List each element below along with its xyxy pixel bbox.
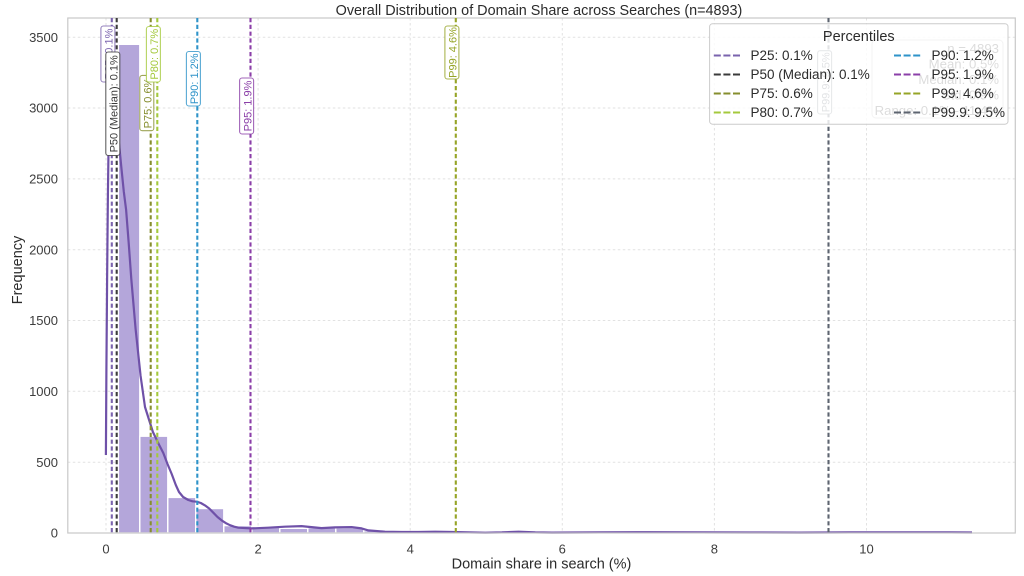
svg-text:500: 500 <box>36 455 58 470</box>
svg-text:P50 (Median): 0.1%: P50 (Median): 0.1% <box>751 67 870 82</box>
svg-text:P90: 1.2%: P90: 1.2% <box>932 48 994 63</box>
svg-text:10: 10 <box>859 542 873 557</box>
svg-text:P25: 0.1%: P25: 0.1% <box>751 48 813 63</box>
svg-text:P99: 4.6%: P99: 4.6% <box>932 86 994 101</box>
svg-text:Percentiles: Percentiles <box>823 29 895 45</box>
svg-text:2: 2 <box>254 542 261 557</box>
svg-text:8: 8 <box>711 542 718 557</box>
svg-text:P99.9: 9.5%: P99.9: 9.5% <box>932 105 1006 120</box>
svg-text:P95: 1.9%: P95: 1.9% <box>932 67 994 82</box>
svg-text:P50 (Median): 0.1%: P50 (Median): 0.1% <box>109 55 121 152</box>
svg-text:P99: 4.6%: P99: 4.6% <box>448 27 460 78</box>
svg-text:1000: 1000 <box>29 384 58 399</box>
svg-text:3000: 3000 <box>29 101 58 116</box>
svg-text:Domain share in search (%): Domain share in search (%) <box>452 557 632 573</box>
svg-text:Overall Distribution of Domain: Overall Distribution of Domain Share acr… <box>336 3 743 19</box>
svg-text:6: 6 <box>559 542 566 557</box>
svg-text:P75: 0.6%: P75: 0.6% <box>143 77 155 128</box>
svg-text:0: 0 <box>51 526 58 541</box>
svg-text:Frequency: Frequency <box>10 235 26 304</box>
svg-text:P75: 0.6%: P75: 0.6% <box>751 86 813 101</box>
svg-text:2500: 2500 <box>29 172 58 187</box>
svg-text:P90: 1.2%: P90: 1.2% <box>189 53 201 104</box>
svg-text:0: 0 <box>102 542 109 557</box>
svg-text:2000: 2000 <box>29 242 58 257</box>
svg-text:4: 4 <box>407 542 414 557</box>
svg-text:P95: 1.9%: P95: 1.9% <box>242 80 254 131</box>
svg-text:1500: 1500 <box>29 313 58 328</box>
svg-text:P80: 0.7%: P80: 0.7% <box>149 29 161 80</box>
svg-text:P80: 0.7%: P80: 0.7% <box>751 105 813 120</box>
svg-text:3500: 3500 <box>29 30 58 45</box>
